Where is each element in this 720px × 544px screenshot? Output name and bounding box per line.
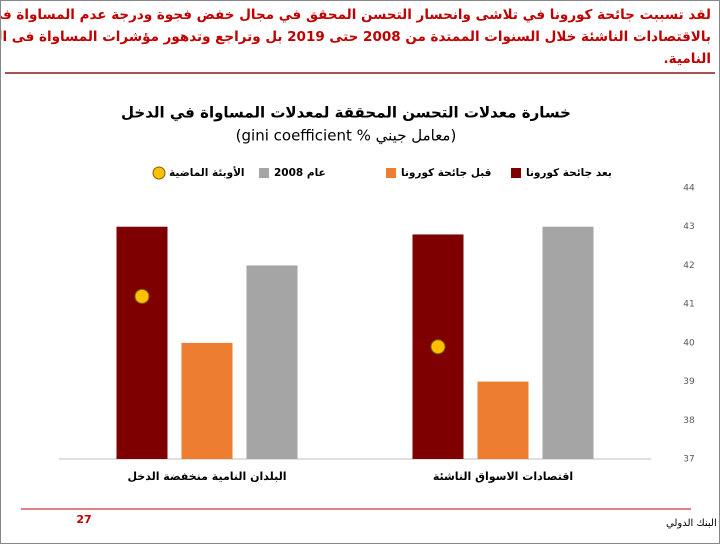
y-tick-label: 43 [683,222,694,232]
header-line: النامية. [663,51,711,67]
bar [477,381,529,459]
y-tick-label: 42 [683,261,694,271]
chart-subtitle: (معامل جيني % gini coefficient) [236,127,457,146]
header-line: بالاقتصادات الناشئة خلال السنوات الممتدة… [1,29,711,45]
bar [116,226,168,459]
source: المصدر : البنك الدولي [666,518,719,529]
legend-marker [386,168,396,178]
legend-marker [152,166,166,180]
y-tick-label: 40 [683,338,695,348]
legend-label: الأوبئة الماضية [169,166,245,179]
y-tick-label: 38 [683,416,695,426]
legend-label: عام 2008 [274,167,326,179]
chart-title: خسارة معدلات التحسن المحققة لمعدلات المس… [121,104,571,122]
y-tick-label: 41 [683,300,694,310]
y-tick-label: 37 [683,455,694,465]
header-line: لقد تسببت جائحة كورونا في تلاشى وانحسار … [0,7,711,23]
y-tick-label: 39 [683,377,695,387]
page-number: 27 [76,513,91,526]
legend-label: بعد جائحة كورونا [526,167,612,179]
dot-marker [430,339,446,355]
bar [181,342,233,459]
x-tick-label: اقتصادات الاسواق الناشئة [433,470,573,483]
legend-label: قبل جائحة كورونا [401,167,492,179]
bar [542,226,594,459]
legend-marker [511,168,521,178]
bar [246,265,298,459]
legend-marker [259,168,269,178]
y-tick-label: 44 [683,184,695,194]
dot-marker [134,288,150,304]
x-tick-label: البلدان النامية منخفضة الدخل [127,470,286,483]
